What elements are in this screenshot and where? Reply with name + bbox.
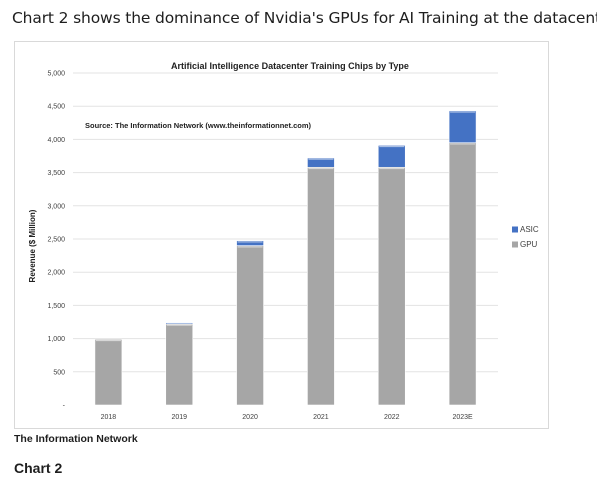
legend-label-gpu: GPU xyxy=(520,240,538,249)
chart-source-annotation: Source: The Information Network (www.the… xyxy=(85,121,311,130)
chart-title: Artificial Intelligence Datacenter Train… xyxy=(171,61,409,71)
y-tick-label: 4,000 xyxy=(47,137,65,144)
bar-gpu-2021 xyxy=(307,166,335,406)
y-tick-label: 2,500 xyxy=(47,237,65,244)
bar-asic-2023e xyxy=(448,110,477,144)
y-tick-label: 4,500 xyxy=(47,104,65,111)
bar-gpu-2022 xyxy=(377,166,406,406)
chart-frame: - 500 1,000 1,500 2,000 2,500 3,000 3,500 4,000 4… xyxy=(14,41,549,429)
bars xyxy=(94,110,477,406)
y-tick-label: 2,000 xyxy=(47,270,65,277)
x-tick-label: 2018 xyxy=(101,414,117,421)
y-tick-label: 3,500 xyxy=(47,170,65,177)
x-tick-label: 2023E xyxy=(452,414,473,421)
y-tick-label: - xyxy=(63,403,66,410)
chart-caption-label: Chart 2 xyxy=(14,460,63,476)
bar-gpu-2018 xyxy=(94,338,123,406)
gridlines xyxy=(73,72,498,373)
x-axis-ticks: 2018 2019 2020 2021 2022 2023E xyxy=(101,414,473,421)
bar-asic-2021 xyxy=(307,157,335,168)
bar-gpu-2019 xyxy=(165,323,194,406)
x-tick-label: 2019 xyxy=(171,414,187,421)
y-axis-label: Revenue ($ Million) xyxy=(28,209,37,282)
y-tick-label: 1,500 xyxy=(47,303,65,310)
x-tick-label: 2021 xyxy=(313,414,329,421)
source-caption: The Information Network xyxy=(14,433,138,445)
bar-asic-2022 xyxy=(377,145,406,168)
page-headline: Chart 2 shows the dominance of Nvidia's … xyxy=(12,9,597,27)
bar-gpu-2023e xyxy=(448,142,477,406)
x-tick-label: 2022 xyxy=(384,414,400,421)
y-tick-label: 1,000 xyxy=(47,336,65,343)
y-tick-label: 500 xyxy=(53,369,65,376)
legend-swatch-asic xyxy=(512,226,518,233)
y-tick-label: 5,000 xyxy=(47,71,65,78)
x-tick-label: 2020 xyxy=(242,414,258,421)
y-axis-ticks: - 500 1,000 1,500 2,000 2,500 3,000 3,500 4,000 4… xyxy=(47,71,65,410)
legend-swatch-gpu xyxy=(512,241,518,248)
legend-label-asic: ASIC xyxy=(520,225,539,234)
stacked-bar-chart: - 500 1,000 1,500 2,000 2,500 3,000 3,500 4,000 4… xyxy=(28,61,539,421)
bar-gpu-2020 xyxy=(236,245,264,406)
y-tick-label: 3,000 xyxy=(47,203,65,210)
bar-asic-2020 xyxy=(236,240,264,246)
legend: ASIC GPU xyxy=(512,225,539,249)
